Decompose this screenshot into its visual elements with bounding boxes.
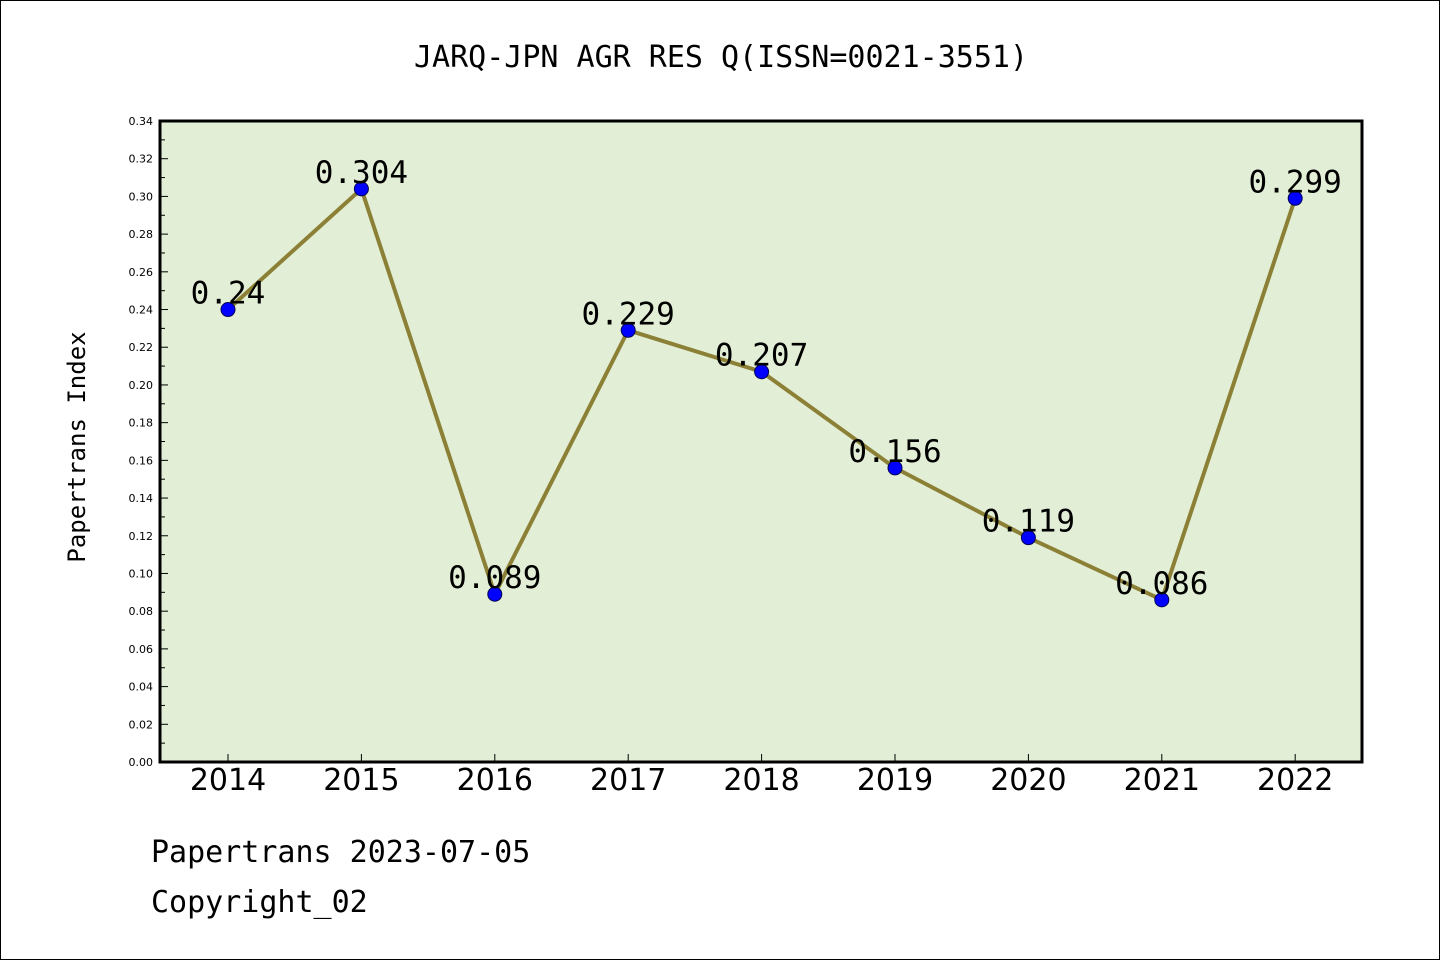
data-label: 0.24 [191,276,266,312]
data-label: 0.086 [1115,566,1208,602]
data-label: 0.156 [848,434,941,470]
x-tick-label: 2017 [590,763,666,798]
y-tick-label: 0.06 [129,643,154,656]
x-tick-label: 2016 [457,763,533,798]
data-point [1020,530,1036,546]
y-tick-label: 0.28 [129,228,154,241]
x-tick-label: 2018 [723,763,799,798]
data-point [754,364,770,380]
y-tick-label: 0.16 [129,454,154,467]
y-tick-label: 0.10 [129,567,154,580]
y-axis-label: Papertrans Index [63,331,91,562]
plot-area [158,119,1364,764]
y-tick-label: 0.22 [129,341,154,354]
footer-copyright: Copyright_02 [151,885,368,920]
y-tick-label: 0.20 [129,379,154,392]
y-tick-label: 0.30 [129,190,154,203]
y-tick-label: 0.32 [129,153,154,166]
data-point [220,302,236,318]
data-label: 0.229 [582,296,675,332]
x-tick-label: 2020 [990,763,1066,798]
x-tick-label: 2019 [857,763,933,798]
data-label: 0.119 [982,504,1075,540]
data-point [1287,190,1303,206]
y-axis: 0.00 0.02 0.04 0.06 0.08 0.10 0.12 0.14 0.16 0.18… [129,115,168,769]
y-tick-label: 0.14 [129,492,154,505]
y-tick-label: 0.24 [129,304,154,317]
data-label: 0.089 [448,560,541,596]
x-tick-label: 2021 [1124,763,1200,798]
series-line [220,181,1303,608]
y-tick-label: 0.04 [129,681,154,694]
y-tick-label: 0.02 [129,718,154,731]
x-tick-label: 2014 [190,763,266,798]
y-tick-label: 0.08 [129,605,154,618]
data-point [620,322,636,338]
data-label: 0.207 [715,338,808,374]
footer-date: Papertrans 2023-07-05 [151,835,531,870]
chart-title: JARQ-JPN AGR RES Q(ISSN=0021-3551) [414,40,1028,75]
y-tick-label: 0.26 [129,266,154,279]
data-point [887,460,903,476]
data-label: 0.304 [315,155,408,191]
data-label: 0.299 [1249,164,1342,200]
data-point [487,586,503,602]
data-point [353,181,369,197]
x-axis: 2014 2015 2016 2017 2018 2019 2020 2021 2022 [190,754,1333,798]
data-labels: 0.24 0.304 0.089 0.229 0.207 0.156 0.119 0.086 0… [191,155,1342,602]
x-tick-label: 2015 [323,763,399,798]
y-tick-label: 0.00 [129,756,154,769]
data-point [1154,592,1170,608]
y-tick-label: 0.34 [129,115,154,128]
y-tick-label: 0.18 [129,417,154,430]
x-tick-label: 2022 [1257,763,1333,798]
y-tick-label: 0.12 [129,530,154,543]
